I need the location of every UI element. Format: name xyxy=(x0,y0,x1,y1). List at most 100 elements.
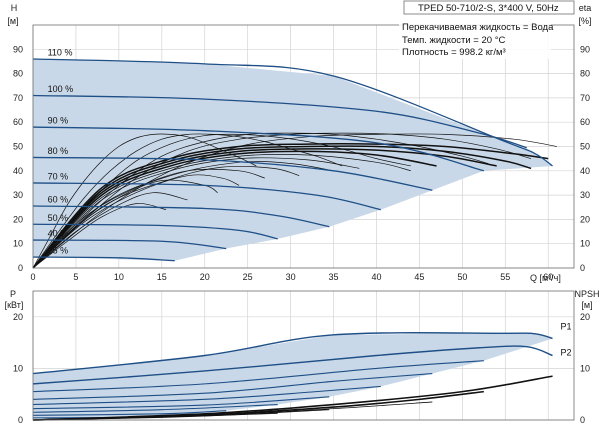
power-series-p2 xyxy=(32,345,553,385)
bottom-right-tick-label: 20 xyxy=(580,312,590,322)
top-right-tick-label: 30 xyxy=(580,190,590,200)
qh-curve xyxy=(32,94,527,149)
top-right-axis-title: eta xyxy=(579,3,592,13)
top-y-tick-label: 10 xyxy=(13,239,23,249)
x-tick-label: 20 xyxy=(200,272,210,282)
x-axis-title: Q [м³/ч] xyxy=(530,273,561,283)
efficiency-curve xyxy=(32,132,489,269)
top-plot-frame xyxy=(32,24,575,269)
top-right-tick-label: 90 xyxy=(580,44,590,54)
efficiency-curve xyxy=(32,203,167,269)
bottom-right-axis-title: NPSH xyxy=(574,289,599,299)
qh-curve xyxy=(32,156,433,191)
top-right-tick-label: 60 xyxy=(580,117,590,127)
top-y-tick-label: 20 xyxy=(13,214,23,224)
info-line-3: Плотность = 998.2 кг/м³ xyxy=(402,47,506,58)
efficiency-curve xyxy=(32,174,240,269)
top-right-tick-label: 40 xyxy=(580,166,590,176)
bottom-y-tick-label: 20 xyxy=(13,312,23,322)
efficiency-curve xyxy=(32,157,360,269)
power-operating-area xyxy=(33,333,553,418)
power-curve xyxy=(32,360,484,393)
top-right-tick-label: 50 xyxy=(580,142,590,152)
top-y-tick-label: 90 xyxy=(13,44,23,54)
x-tick-label: 55 xyxy=(500,272,510,282)
qh-curve xyxy=(32,126,484,172)
power-series-label: P1 xyxy=(561,321,572,331)
title-box xyxy=(403,0,575,15)
efficiency-curve xyxy=(32,161,334,269)
info-line-1: Перекачиваемая жидкость = Вода xyxy=(402,22,554,33)
efficiency-curve xyxy=(32,132,532,269)
top-y-tick-label: 80 xyxy=(13,69,23,79)
x-tick-label: 40 xyxy=(371,272,381,282)
x-tick-label: 15 xyxy=(157,272,167,282)
info-line-2: Темп. жидкости = 20 °C xyxy=(402,35,505,46)
x-tick-label: 5 xyxy=(73,272,78,282)
speed-percent-label: 50 % xyxy=(48,213,69,223)
efficiency-curve xyxy=(32,133,343,269)
top-right-tick-label: 0 xyxy=(580,263,585,273)
top-y-axis-title: H xyxy=(11,3,18,13)
top-right-tick-label: 70 xyxy=(580,93,590,103)
power-series-p1 xyxy=(32,332,553,375)
top-y-tick-label: 30 xyxy=(13,190,23,200)
speed-percent-label: 25 % xyxy=(48,246,69,256)
top-right-axis-unit: [%] xyxy=(578,16,591,26)
efficiency-curve xyxy=(32,133,257,269)
top-y-tick-label: 40 xyxy=(13,166,23,176)
speed-percent-label: 90 % xyxy=(48,116,69,126)
bottom-y-axis-unit: [кВт] xyxy=(5,300,24,310)
bottom-y-tick-label: 10 xyxy=(13,363,23,373)
qh-curve xyxy=(32,205,330,228)
bottom-y-axis-title: P xyxy=(10,289,16,299)
power-curve xyxy=(32,410,227,416)
x-tick-label: 60 xyxy=(543,272,553,282)
bottom-right-tick-label: 10 xyxy=(580,363,590,373)
info-box xyxy=(399,19,551,59)
x-tick-label: 0 xyxy=(30,272,35,282)
x-tick-label: 45 xyxy=(414,272,424,282)
speed-percent-label: 80 % xyxy=(48,146,69,156)
qh-curve xyxy=(32,256,175,262)
x-tick-label: 35 xyxy=(329,272,339,282)
x-tick-label: 10 xyxy=(114,272,124,282)
power-curve xyxy=(32,373,433,400)
x-tick-label: 25 xyxy=(243,272,253,282)
bottom-right-tick-label: 0 xyxy=(580,415,585,425)
qh-operating-area xyxy=(33,59,553,261)
qh-curve xyxy=(32,182,381,211)
top-y-tick-label: 70 xyxy=(13,93,23,103)
top-y-tick-label: 60 xyxy=(13,117,23,127)
speed-percent-label: 40 % xyxy=(48,229,69,239)
speed-percent-label: 110 % xyxy=(48,48,73,58)
bottom-y-tick-label: 0 xyxy=(18,415,23,425)
top-y-axis-unit: [м] xyxy=(7,16,18,26)
speed-percent-label: 70 % xyxy=(48,171,69,181)
chart-title: TPED 50-710/2-S, 3*400 V, 50Hz xyxy=(418,3,559,14)
efficiency-curve xyxy=(32,133,411,269)
qh-curve xyxy=(32,223,278,240)
power-curve xyxy=(32,403,278,413)
efficiency-curve xyxy=(32,150,437,269)
power-curve xyxy=(32,396,330,410)
top-y-tick-label: 0 xyxy=(18,263,23,273)
qh-curve xyxy=(32,58,553,167)
speed-percent-label: 100 % xyxy=(48,84,74,94)
efficiency-curve xyxy=(32,145,532,269)
x-tick-label: 50 xyxy=(457,272,467,282)
x-tick-label: 30 xyxy=(286,272,296,282)
efficiency-curve xyxy=(32,192,188,269)
bottom-right-axis-unit: [м] xyxy=(581,300,592,310)
top-right-tick-label: 80 xyxy=(580,69,590,79)
top-right-tick-label: 20 xyxy=(580,214,590,224)
npsh-curve xyxy=(32,412,278,421)
bottom-plot-frame xyxy=(32,290,575,421)
speed-percent-label: 60 % xyxy=(48,195,69,205)
qh-curve xyxy=(32,239,227,250)
top-y-tick-label: 50 xyxy=(13,142,23,152)
power-curve xyxy=(32,385,381,406)
efficiency-curve xyxy=(32,154,411,269)
power-series-label: P2 xyxy=(561,348,572,358)
